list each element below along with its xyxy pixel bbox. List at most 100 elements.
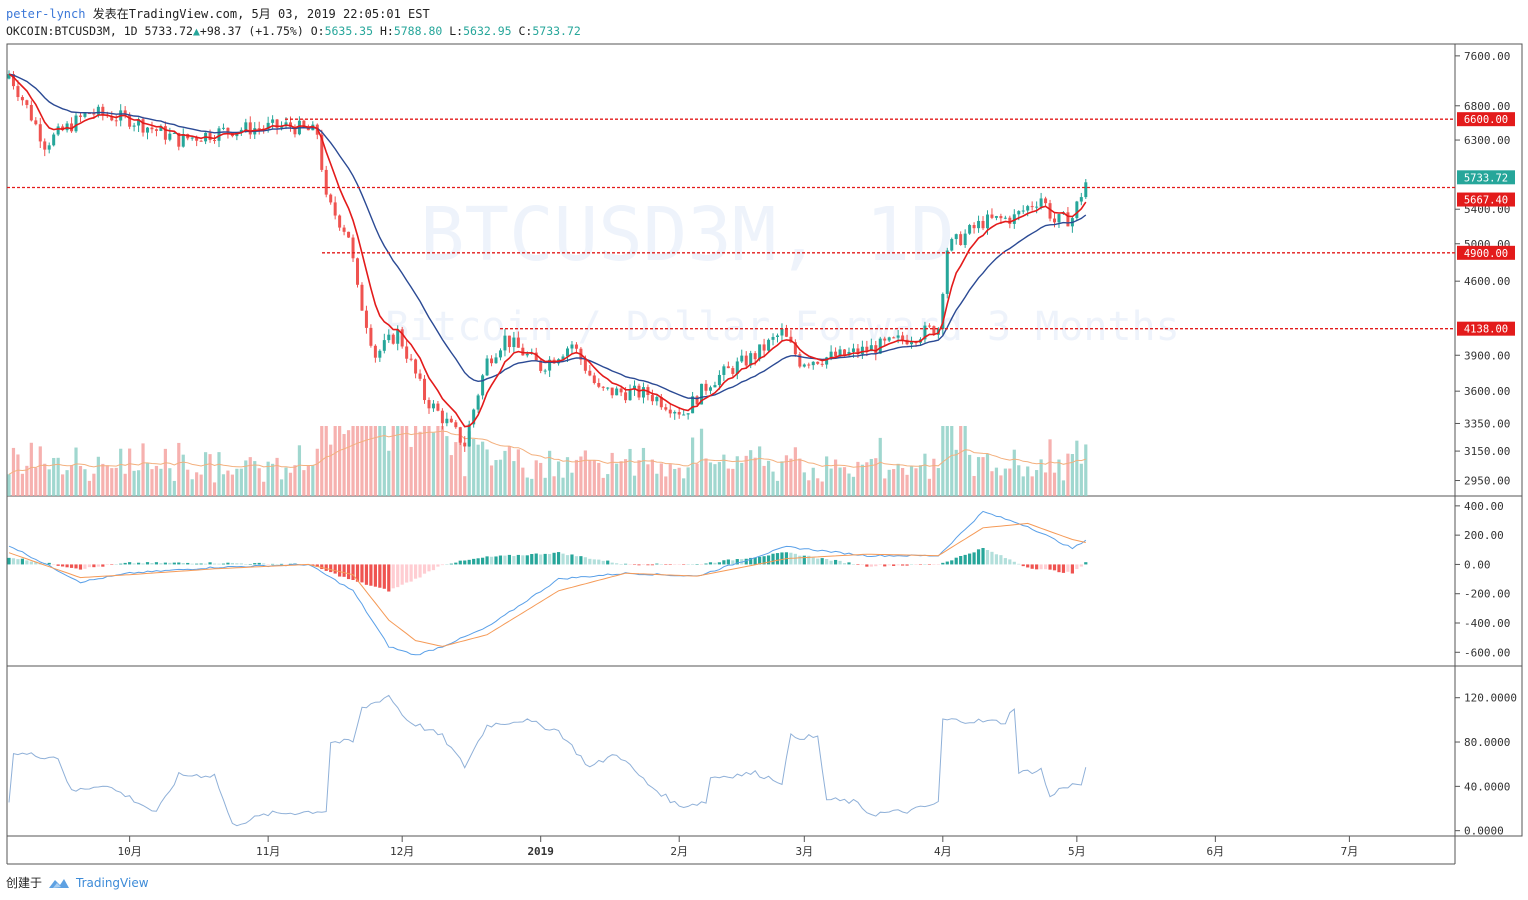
volume-bar <box>61 474 65 496</box>
volume-ma-line <box>8 430 1086 475</box>
volume-bar <box>798 458 802 496</box>
macd-histogram-bar <box>847 562 851 565</box>
candle-body <box>628 389 632 401</box>
macd-histogram-bar <box>744 558 748 565</box>
macd-histogram-bar <box>235 563 239 565</box>
volume-bar <box>1066 453 1070 496</box>
candle-body <box>624 392 628 401</box>
macd-histogram-bar <box>279 563 284 565</box>
macd-histogram-bar <box>833 559 838 565</box>
candle-body <box>154 129 158 131</box>
candle-body <box>865 346 869 352</box>
macd-histogram-bar <box>445 564 449 565</box>
macd-histogram-bar <box>400 564 404 585</box>
symbol-name[interactable]: OKCOIN:BTCUSD3M, 1D <box>6 24 138 38</box>
candle-body <box>717 374 721 386</box>
candle-body <box>691 396 695 414</box>
volume-bar <box>892 469 896 496</box>
macd-histogram-bar <box>266 564 270 565</box>
candle-body <box>476 395 480 410</box>
candle-body <box>284 122 288 126</box>
volume-bar <box>262 481 266 496</box>
signal-line <box>8 522 1086 647</box>
macd-histogram-bar <box>159 563 163 565</box>
macd-histogram-bar <box>320 564 324 570</box>
candle-body <box>507 335 511 348</box>
macd-histogram-bar <box>498 555 503 565</box>
macd-histogram-bar <box>373 564 377 587</box>
candle-body <box>445 418 449 424</box>
author-link[interactable]: peter-lynch <box>6 7 86 21</box>
volume-bar <box>615 463 619 496</box>
macd-histogram-bar <box>472 558 476 565</box>
candle-body <box>440 410 444 424</box>
volume-bar <box>136 470 141 496</box>
candle-body <box>932 326 936 335</box>
volume-bar <box>749 450 753 496</box>
tradingview-brand[interactable]: TradingView <box>76 875 149 890</box>
macd-histogram-bar <box>963 554 967 565</box>
macd-histogram-bar <box>543 553 547 565</box>
macd-histogram-bar <box>583 557 587 565</box>
candle-body <box>221 127 225 129</box>
macd-histogram-bar <box>74 564 78 569</box>
candle-body <box>34 120 38 125</box>
macd-histogram-bar <box>177 562 181 565</box>
candle-body <box>373 345 377 358</box>
macd-histogram-bar <box>628 564 632 565</box>
volume-bar <box>838 467 842 496</box>
volume-bar <box>172 480 176 496</box>
macd-histogram-bar <box>338 564 342 577</box>
volume-bar <box>253 461 257 496</box>
candle-body <box>740 355 744 362</box>
candle-body <box>874 345 878 354</box>
volume-bar <box>244 460 248 496</box>
macd-histogram-bar <box>20 558 25 565</box>
volume-bar <box>874 458 878 496</box>
volume-bar <box>646 464 650 496</box>
volume-bar <box>163 448 167 496</box>
macd-histogram-bar <box>172 562 176 565</box>
candle-body <box>843 349 847 356</box>
volume-bar <box>521 467 525 496</box>
volume-bar <box>43 463 47 496</box>
macd-pane <box>7 510 1088 656</box>
volume-bar <box>212 482 217 496</box>
volume-bar <box>1057 459 1061 496</box>
macd-histogram-bar <box>959 556 963 565</box>
volume-bar <box>324 426 328 496</box>
macd-histogram-bar <box>25 560 29 565</box>
macd-histogram-bar <box>771 553 775 565</box>
macd-histogram-bar <box>825 559 829 565</box>
candle-body <box>548 359 552 371</box>
candle-body <box>793 342 797 355</box>
candle-body <box>400 329 404 347</box>
candle-body <box>959 234 963 246</box>
volume-bar <box>382 426 386 496</box>
volume-bar <box>588 460 592 496</box>
volume-bar <box>422 426 427 496</box>
volume-bar <box>405 426 409 496</box>
candle-body <box>1066 212 1070 227</box>
candle-body <box>396 329 400 344</box>
osc-axis-label: 40.0000 <box>1464 780 1510 793</box>
volume-bar <box>735 456 739 496</box>
macd-histogram-bar <box>29 561 33 565</box>
candle-body <box>633 385 637 390</box>
macd-histogram-bar <box>829 560 833 565</box>
candle-body <box>722 366 726 375</box>
time-axis-label: 5月 <box>1068 845 1086 858</box>
macd-line <box>8 510 1087 656</box>
volume-bar <box>990 471 994 496</box>
osc-axis-label: 0.0000 <box>1464 825 1504 838</box>
candle-body <box>1039 198 1043 207</box>
macd-histogram-bar <box>793 553 797 565</box>
candle-body <box>414 359 418 374</box>
candle-body <box>807 364 811 366</box>
price-tag-label: 5733.72 <box>1464 172 1508 184</box>
volume-bar <box>498 459 503 496</box>
candle-body <box>360 284 364 311</box>
macd-histogram-bar <box>1043 564 1048 570</box>
volume-bar <box>217 452 221 496</box>
